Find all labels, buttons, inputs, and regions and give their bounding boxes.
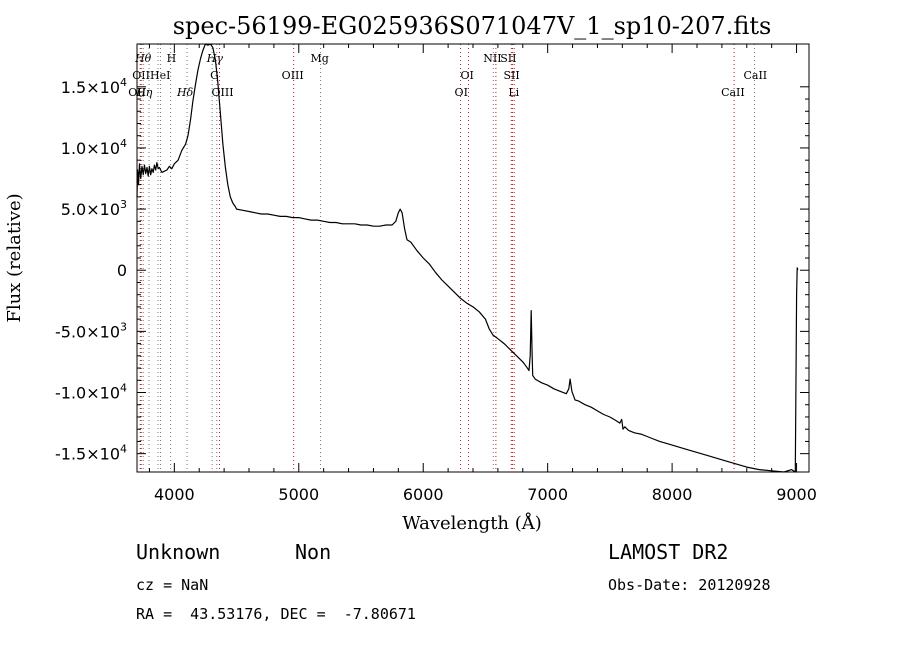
line-markers: OIIOIIHηHθHeIHHδGHγOIIIOIIIMgOIOINIILiSI… [128,44,767,472]
x-tick-label-4: 8000 [652,485,693,504]
x-axis: 4000 5000 6000 7000 8000 9000 [148,44,817,504]
info-class-label: Unknown [136,540,221,564]
y-tick-label-4: -5.0×103 [55,320,127,341]
y-tick-label-5: -1.0×104 [55,382,127,403]
y-tick-label-2: 5.0×103 [61,198,127,219]
line-marker-label-8: G [210,69,219,82]
x-tick-label-5: 9000 [776,485,817,504]
line-marker-label-2: Hη [135,86,153,99]
line-marker-label-7: Hδ [176,86,194,99]
info-cz: cz = NaN [136,576,209,594]
info-subclass-label: Non [295,540,332,564]
line-marker-label-13: OI [455,86,468,99]
y-tick-label-3: 0 [117,261,127,280]
series-layer [136,43,799,473]
line-marker-label-15: NII [483,52,501,65]
line-marker-label-18: SII [503,69,519,82]
spectrum-series-line-0 [136,43,799,473]
chart-title: spec-56199-EG025936S071047V_1_sp10-207.f… [173,12,772,40]
line-marker-label-19: SII [500,52,516,65]
x-axis-label: Wavelength (Å) [402,512,542,534]
y-tick-label-1: 1.0×104 [61,137,127,158]
line-marker-label-11: OIII [282,69,304,82]
line-marker-label-10: OIII [212,86,234,99]
y-tick-label-6: -1.5×104 [55,443,127,464]
line-marker-label-4: HeI [150,69,170,82]
y-axis: 1.5×104 1.0×104 5.0×103 0 -5.0×103 -1.0×104 -1… [55,76,809,464]
info-coordinates: RA = 43.53176, DEC = -7.80671 [136,605,416,623]
x-tick-label-1: 5000 [278,485,319,504]
line-marker-label-6: H [167,52,177,65]
x-tick-label-3: 7000 [527,485,568,504]
info-survey-label: LAMOST DR2 [608,540,729,564]
info-obs-date: Obs-Date: 20120928 [608,576,771,594]
line-marker-label-14: OI [461,69,474,82]
line-marker-label-3: Hθ [134,52,152,65]
line-marker-label-1: OII [132,69,150,82]
x-tick-label-2: 6000 [403,485,444,504]
x-tick-label-0: 4000 [154,485,195,504]
plot-frame [136,43,810,473]
line-marker-label-12: Mg [311,52,329,65]
y-tick-label-0: 1.5×104 [61,76,127,97]
y-axis-label: Flux (relative) [4,193,25,322]
line-marker-label-20: CaII [721,86,745,99]
line-marker-label-21: CaII [743,69,767,82]
